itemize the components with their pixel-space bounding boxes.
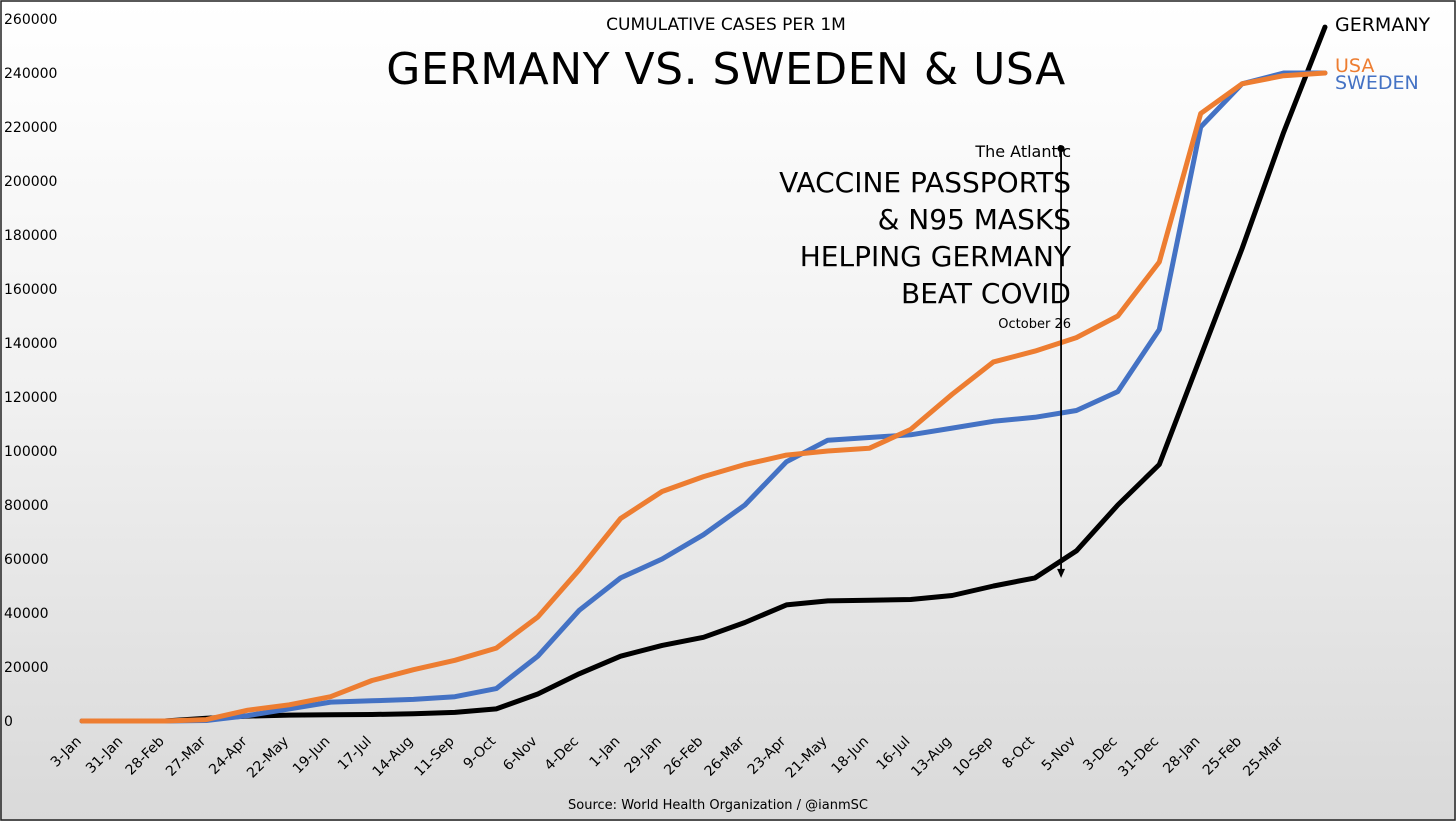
x-tick-label: 26-Feb: [661, 733, 706, 778]
source-note: Source: World Health Organization / @ian…: [568, 798, 868, 813]
x-tick-label: 28-Jan: [1160, 734, 1203, 777]
annotation-headline-line-3: HELPING GERMANY: [800, 240, 1072, 273]
x-tick-label: 1-Jan: [586, 734, 623, 771]
x-tick-label: 13-Aug: [908, 734, 955, 781]
x-tick-label: 16-Jul: [874, 734, 914, 774]
legend-label-germany: GERMANY: [1335, 14, 1431, 36]
y-tick-label: 160000: [4, 282, 57, 298]
x-tick-label: 18-Jun: [829, 734, 873, 778]
annotation-headline-line-4: BEAT COVID: [901, 277, 1071, 310]
series-line-sweden: [79, 70, 1328, 724]
annotation-arrowhead: [1057, 568, 1066, 578]
x-tick-label: 29-Jan: [622, 734, 665, 777]
x-tick-label: 14-Aug: [370, 734, 417, 781]
x-tick-label: 21-May: [783, 734, 831, 782]
x-tick-label: 25-Feb: [1200, 733, 1245, 778]
x-tick-label: 28-Feb: [123, 733, 168, 778]
x-tick-label: 22-May: [244, 734, 292, 782]
y-tick-label: 100000: [4, 444, 57, 460]
x-tick-label: 4-Dec: [542, 734, 582, 774]
x-tick-label: 10-Sep: [950, 733, 996, 779]
annotation-headline-line-2: & N95 MASKS: [878, 203, 1071, 236]
y-tick-label: 240000: [4, 66, 57, 82]
annotation: The Atlantic VACCINE PASSPORTS & N95 MAS…: [779, 142, 1072, 578]
x-tick-label: 3-Jan: [48, 734, 85, 771]
y-tick-label: 0: [4, 714, 13, 730]
x-axis: 3-Jan31-Jan28-Feb27-Mar24-Apr22-May19-Ju…: [48, 733, 1287, 781]
y-tick-label: 120000: [4, 390, 57, 406]
y-tick-label: 140000: [4, 336, 57, 352]
series-layer: [79, 24, 1328, 724]
y-tick-label: 180000: [4, 228, 57, 244]
y-tick-label: 200000: [4, 174, 57, 190]
x-tick-label: 9-Oct: [461, 733, 500, 772]
y-axis: 0 20000 40000 60000 80000 100000 120000 140000 1…: [4, 12, 57, 730]
annotation-date: October 26: [998, 317, 1071, 332]
series-line-usa: [79, 70, 1328, 724]
y-tick-label: 20000: [4, 660, 49, 676]
legend-label-usa: USA: [1335, 55, 1374, 77]
x-tick-label: 25-Mar: [1240, 733, 1286, 779]
x-tick-label: 5-Nov: [1039, 734, 1080, 775]
x-tick-label: 8-Oct: [999, 733, 1038, 772]
x-tick-label: 11-Sep: [412, 733, 458, 779]
legend-label-sweden: SWEDEN: [1335, 72, 1419, 94]
series-line-germany: [79, 24, 1328, 724]
y-tick-label: 60000: [4, 552, 49, 568]
y-tick-label: 80000: [4, 498, 49, 514]
x-tick-label: 27-Mar: [163, 733, 209, 779]
x-tick-label: 31-Jan: [83, 734, 126, 777]
chart-title: GERMANY VS. SWEDEN & USA: [386, 44, 1065, 95]
chart-subtitle: CUMULATIVE CASES PER 1M: [606, 15, 846, 35]
x-tick-label: 6-Nov: [500, 734, 541, 775]
x-tick-label: 26-Mar: [702, 733, 748, 779]
x-tick-label: 19-Jun: [290, 734, 334, 778]
annotation-source: The Atlantic: [974, 142, 1071, 161]
annotation-headline-line-1: VACCINE PASSPORTS: [779, 166, 1071, 199]
x-tick-label: 3-Dec: [1080, 734, 1120, 774]
y-tick-label: 260000: [4, 12, 57, 28]
y-tick-label: 220000: [4, 120, 57, 136]
x-tick-label: 31-Dec: [1115, 734, 1162, 781]
x-tick-label: 17-Jul: [335, 734, 375, 774]
y-tick-label: 40000: [4, 606, 49, 622]
